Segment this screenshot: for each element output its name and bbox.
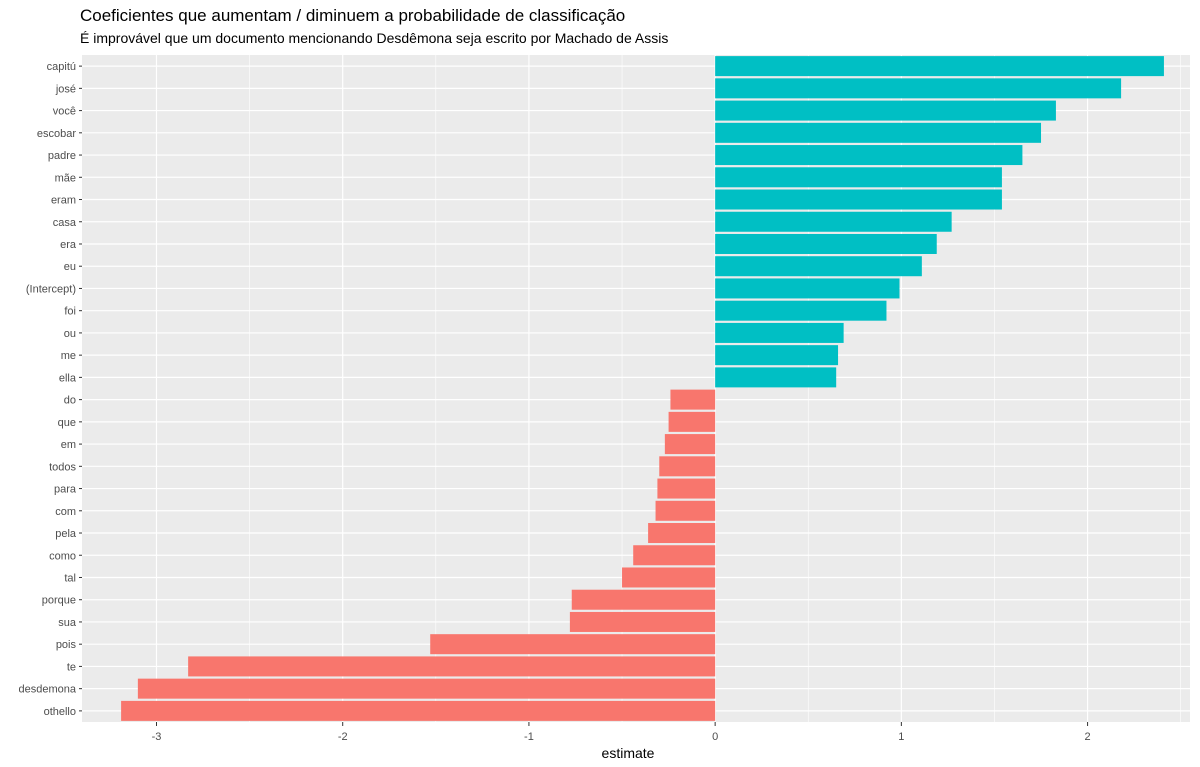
bar-jos-	[715, 78, 1122, 99]
y-tick-label: me	[61, 350, 76, 362]
y-tick-label: (Intercept)	[26, 283, 76, 295]
y-tick-label: que	[58, 417, 76, 429]
bar-desdemona	[137, 678, 716, 699]
bar-eram	[715, 189, 1002, 210]
bar-escobar	[715, 122, 1042, 143]
y-tick-label: pois	[56, 639, 77, 651]
x-tick-label: -2	[338, 731, 348, 743]
y-tick-label: padre	[48, 150, 76, 162]
bar-do	[670, 389, 716, 410]
chart-subtitle: É improvável que um documento mencionand…	[80, 30, 669, 46]
y-tick-label: capitú	[47, 61, 76, 73]
plot-panel	[82, 55, 1190, 722]
y-tick-label: eram	[51, 195, 76, 207]
bar-voc-	[715, 100, 1056, 121]
y-axis-labels: capitú josé você escobar padre mãe eram casa era…	[19, 61, 82, 718]
bar-tal	[622, 567, 716, 588]
bar-porque	[571, 589, 716, 610]
y-tick-label: desdemona	[19, 684, 77, 696]
y-tick-label: como	[49, 550, 76, 562]
bar-que	[668, 411, 716, 432]
y-tick-label: porque	[42, 595, 76, 607]
y-tick-label: othello	[44, 706, 76, 718]
y-tick-label: com	[55, 506, 76, 518]
bar-todos	[659, 456, 716, 477]
y-tick-label: você	[53, 106, 76, 118]
x-axis-title: estimate	[602, 745, 655, 761]
y-tick-label: josé	[55, 83, 76, 95]
bar-era	[715, 233, 937, 254]
bar-pois	[430, 634, 716, 655]
bar-como	[633, 545, 716, 566]
y-tick-label: tal	[64, 572, 76, 584]
y-tick-label: pela	[55, 528, 77, 540]
y-tick-label: ella	[59, 372, 77, 384]
bar-sua	[569, 611, 716, 632]
bar-m-e	[715, 167, 1002, 188]
bar-para	[657, 478, 716, 499]
y-tick-label: do	[64, 395, 76, 407]
y-tick-label: era	[60, 239, 77, 251]
y-tick-label: para	[54, 484, 77, 496]
y-tick-label: escobar	[37, 128, 76, 140]
y-tick-label: em	[61, 439, 76, 451]
bar-pela	[648, 523, 716, 544]
bars	[121, 56, 1164, 721]
y-tick-label: te	[67, 661, 76, 673]
y-tick-label: todos	[49, 461, 76, 473]
bar--intercept-	[715, 278, 900, 299]
y-tick-label: mãe	[55, 172, 76, 184]
bar-padre	[715, 145, 1023, 166]
bar-casa	[715, 211, 952, 232]
x-tick-label: 1	[898, 731, 904, 743]
y-tick-label: sua	[58, 617, 77, 629]
x-tick-label: 2	[1085, 731, 1091, 743]
y-tick-label: eu	[64, 261, 76, 273]
y-tick-label: casa	[53, 217, 77, 229]
bar-foi	[715, 300, 887, 321]
x-tick-label: -3	[152, 731, 162, 743]
chart-title: Coeficientes que aumentam / diminuem a p…	[80, 6, 626, 25]
bar-me	[715, 345, 839, 366]
x-axis-labels: -3 -2 -1 0 1 2	[152, 722, 1091, 743]
bar-em	[664, 434, 716, 455]
bar-com	[655, 500, 716, 521]
x-tick-label: 0	[712, 731, 718, 743]
bar-te	[188, 656, 716, 677]
bar-ou	[715, 322, 844, 343]
y-tick-label: foi	[64, 306, 76, 318]
bar-eu	[715, 256, 922, 277]
y-tick-label: ou	[64, 328, 76, 340]
x-tick-label: -1	[524, 731, 534, 743]
bar-othello	[121, 700, 716, 721]
bar-capit-	[715, 56, 1164, 77]
bar-ella	[715, 367, 837, 388]
